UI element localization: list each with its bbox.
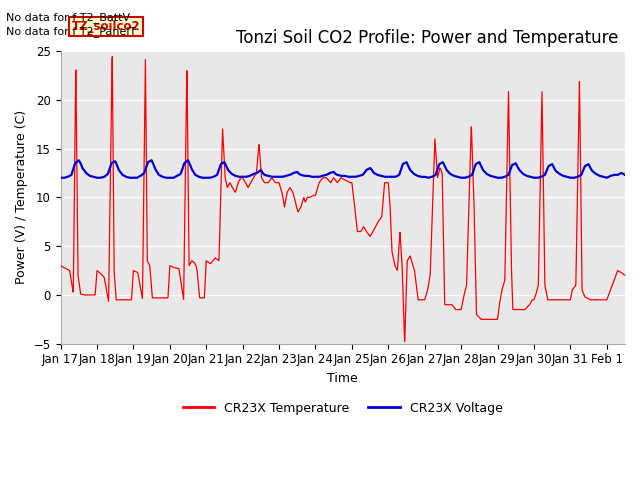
Text: No data for f T2_BattV: No data for f T2_BattV (6, 12, 131, 23)
Legend: CR23X Temperature, CR23X Voltage: CR23X Temperature, CR23X Voltage (178, 396, 508, 420)
X-axis label: Time: Time (328, 372, 358, 385)
Text: TZ_soilco2: TZ_soilco2 (72, 20, 140, 34)
Y-axis label: Power (V) / Temperature (C): Power (V) / Temperature (C) (15, 110, 28, 284)
Title: Tonzi Soil CO2 Profile: Power and Temperature: Tonzi Soil CO2 Profile: Power and Temper… (236, 28, 619, 47)
Text: No data for f T2_PanelT: No data for f T2_PanelT (6, 26, 137, 37)
